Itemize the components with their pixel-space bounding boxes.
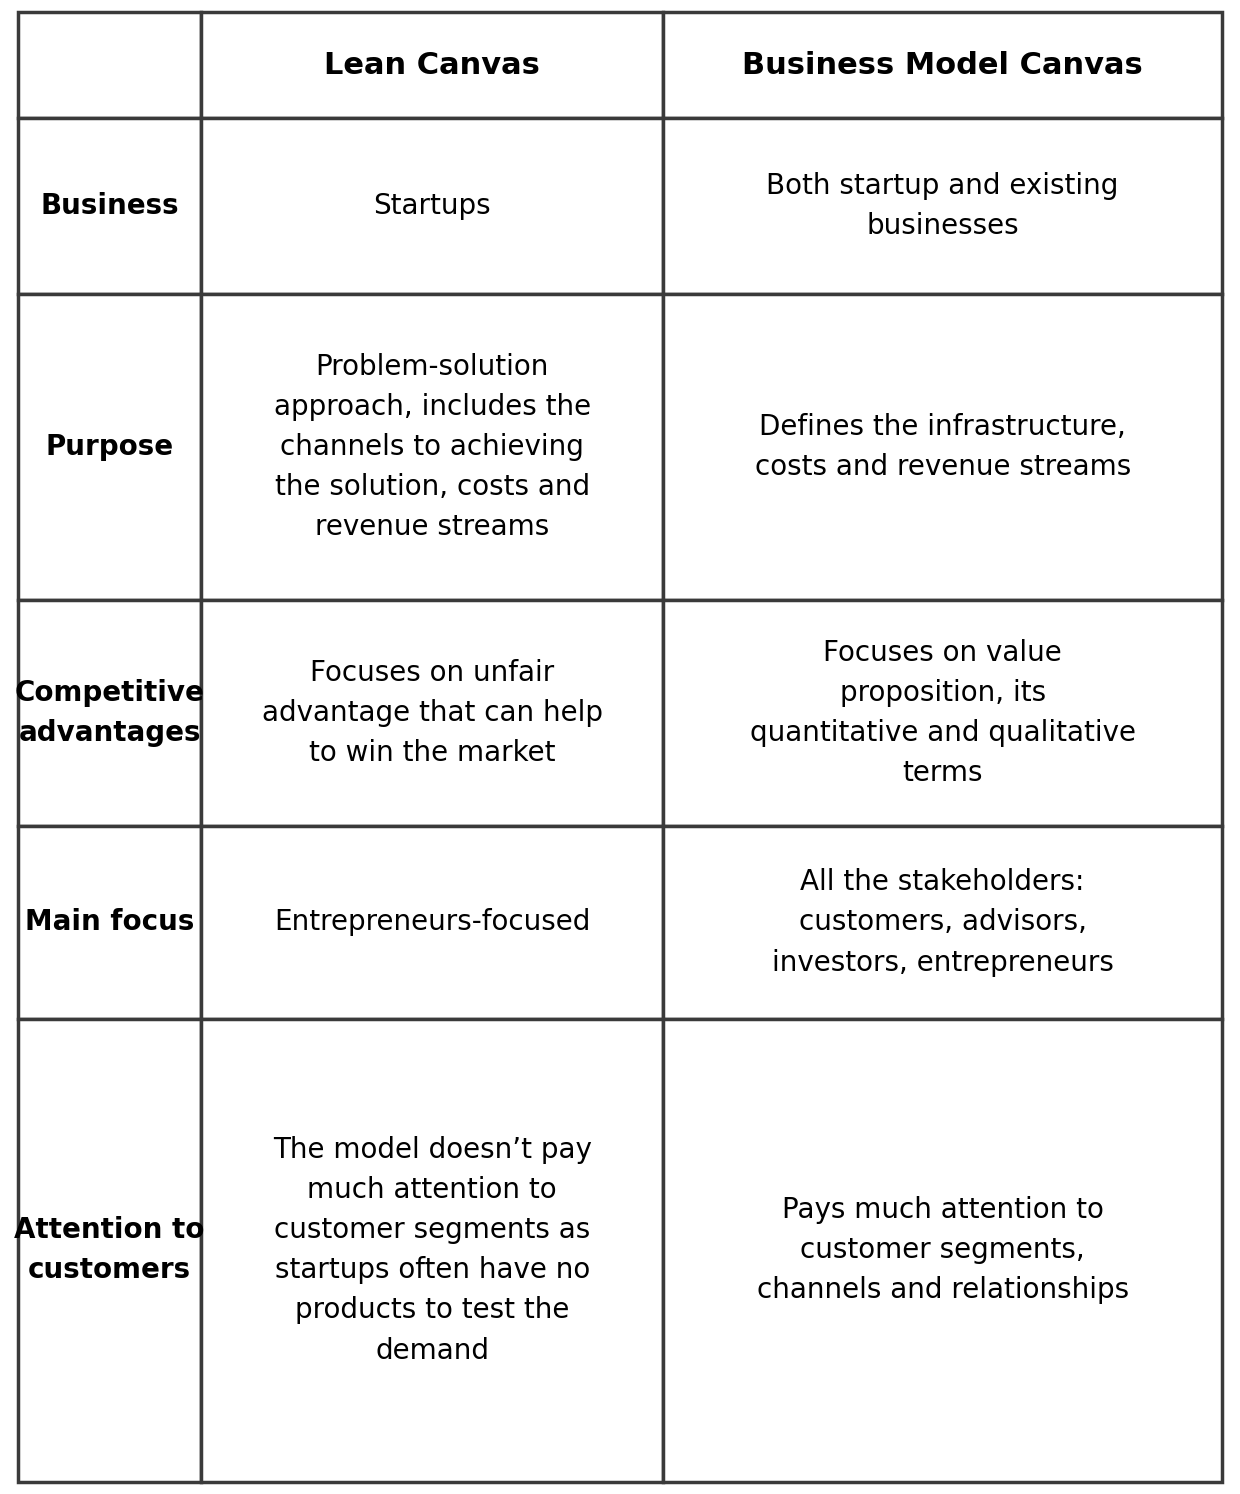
Bar: [663, 12, 1221, 118]
Bar: [663, 118, 1221, 294]
Text: Pays much attention to
customer segments,
channels and relationships: Pays much attention to customer segments…: [756, 1197, 1128, 1304]
Bar: [663, 294, 1221, 599]
Bar: [19, 118, 201, 294]
Text: Business Model Canvas: Business Model Canvas: [743, 51, 1143, 79]
Text: Lean Canvas: Lean Canvas: [324, 51, 541, 79]
Text: Competitive
advantages: Competitive advantages: [15, 678, 205, 747]
Text: Focuses on value
proposition, its
quantitative and qualitative
terms: Focuses on value proposition, its quanti…: [750, 639, 1136, 787]
Text: The model doesn’t pay
much attention to
customer segments as
startups often have: The model doesn’t pay much attention to …: [273, 1135, 591, 1364]
Bar: [19, 599, 201, 826]
Bar: [663, 826, 1221, 1019]
Text: All the stakeholders:
customers, advisors,
investors, entrepreneurs: All the stakeholders: customers, advisor…: [771, 868, 1114, 977]
Text: Defines the infrastructure,
costs and revenue streams: Defines the infrastructure, costs and re…: [755, 412, 1131, 481]
Text: Main focus: Main focus: [25, 908, 195, 937]
Bar: [201, 1019, 663, 1482]
Text: Problem-solution
approach, includes the
channels to achieving
the solution, cost: Problem-solution approach, includes the …: [274, 353, 590, 541]
Bar: [201, 294, 663, 599]
Text: Attention to
customers: Attention to customers: [15, 1216, 205, 1285]
Bar: [19, 1019, 201, 1482]
Bar: [19, 294, 201, 599]
Bar: [201, 12, 663, 118]
Bar: [201, 599, 663, 826]
Text: Startups: Startups: [373, 193, 491, 220]
Text: Business: Business: [40, 193, 179, 220]
Bar: [663, 599, 1221, 826]
Text: Entrepreneurs-focused: Entrepreneurs-focused: [274, 908, 590, 937]
Text: Purpose: Purpose: [46, 433, 174, 460]
Bar: [201, 118, 663, 294]
Bar: [201, 826, 663, 1019]
Bar: [19, 826, 201, 1019]
Text: Both startup and existing
businesses: Both startup and existing businesses: [766, 172, 1118, 241]
Bar: [663, 1019, 1221, 1482]
Text: Focuses on unfair
advantage that can help
to win the market: Focuses on unfair advantage that can hel…: [262, 659, 603, 766]
Bar: [19, 12, 201, 118]
